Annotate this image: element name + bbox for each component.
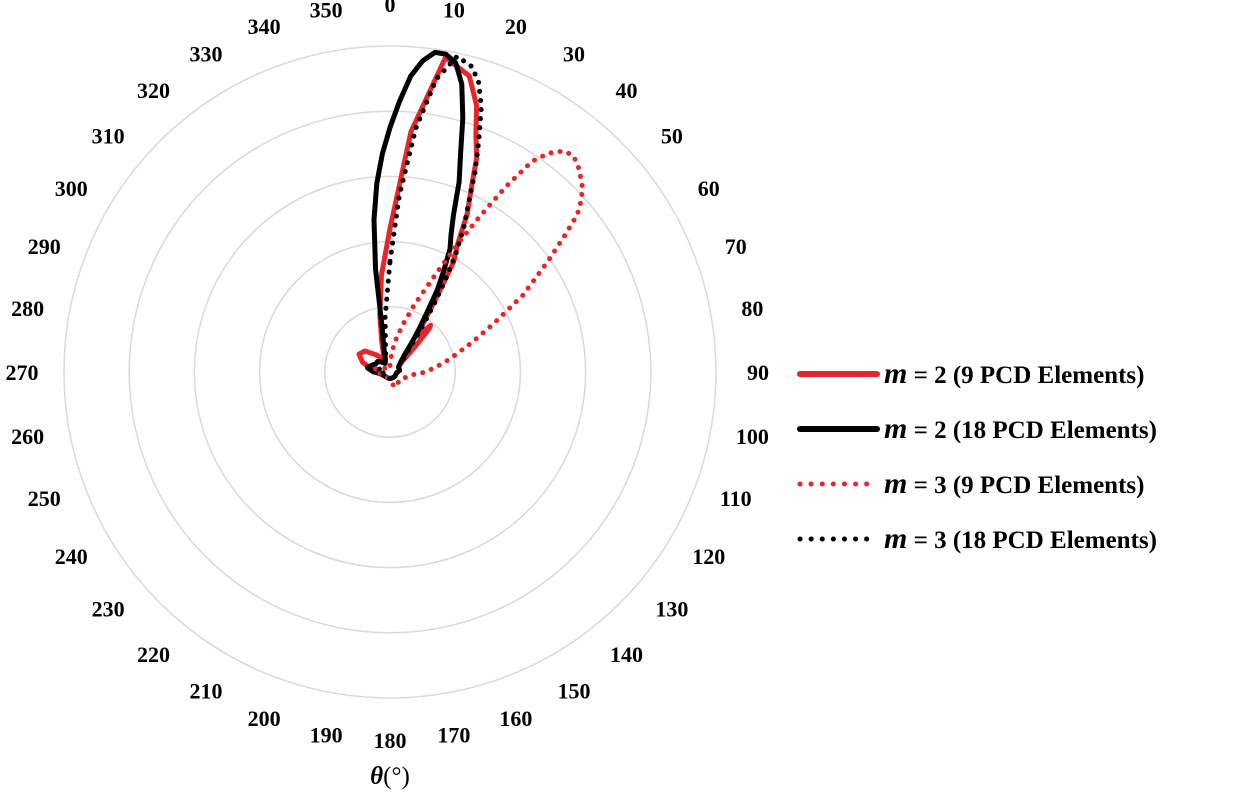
legend-symbol: m xyxy=(884,357,907,390)
legend-text: = 2 (9 PCD Elements) xyxy=(907,362,1144,389)
gridline-circle-4 xyxy=(128,110,652,634)
gridline-circle-3 xyxy=(193,175,587,569)
angle-tick-label: 290 xyxy=(28,234,61,259)
angle-tick-label: 40 xyxy=(616,78,638,103)
gridline-circle-1 xyxy=(324,306,456,438)
legend-text: = 2 (18 PCD Elements) xyxy=(907,417,1157,444)
angle-tick-label: 330 xyxy=(190,41,223,66)
angle-tick-label: 240 xyxy=(55,544,88,569)
angle-tick-label: 0 xyxy=(385,0,396,17)
angle-tick-label: 120 xyxy=(692,544,725,569)
legend-text: = 3 (18 PCD Elements) xyxy=(907,527,1157,554)
legend: m = 2 (9 PCD Elements)m = 2 (18 PCD Elem… xyxy=(797,357,1157,555)
angle-tick-label: 10 xyxy=(443,0,465,23)
angle-tick-label: 280 xyxy=(11,296,44,321)
angle-tick-label: 20 xyxy=(505,14,527,39)
series-line-2 xyxy=(365,49,466,381)
angle-tick-label: 50 xyxy=(661,124,683,149)
gridline-circle-5 xyxy=(63,45,717,699)
angle-tick-label: 250 xyxy=(28,486,61,511)
legend-label-4: m = 3 (18 PCD Elements) xyxy=(884,522,1157,555)
angle-tick-label: 130 xyxy=(655,597,688,622)
angle-tick-label: 70 xyxy=(725,234,747,259)
angle-tick-label: 60 xyxy=(698,176,720,201)
angle-tick-label: 160 xyxy=(499,706,532,731)
legend-symbol: m xyxy=(884,467,907,500)
angle-tick-label: 190 xyxy=(310,722,343,747)
angle-tick-label: 320 xyxy=(137,78,170,103)
legend-label-3: m = 3 (9 PCD Elements) xyxy=(884,467,1144,500)
radial-gridlines xyxy=(63,45,717,699)
angle-tick-label: 230 xyxy=(92,597,125,622)
axis-title-symbol: θ xyxy=(370,763,383,790)
legend-text: = 3 (9 PCD Elements) xyxy=(907,472,1144,499)
angle-tick-label: 270 xyxy=(6,360,39,385)
angle-tick-label: 200 xyxy=(248,706,281,731)
angle-tick-label: 340 xyxy=(248,14,281,39)
legend-symbol: m xyxy=(884,412,907,445)
angle-tick-label: 90 xyxy=(747,360,769,385)
angle-tick-label: 310 xyxy=(92,124,125,149)
angle-tick-label: 150 xyxy=(558,679,591,704)
angle-tick-label: 170 xyxy=(437,722,470,747)
angular-tick-labels: 0 10 20 30 40 50 60 70 80 90 100 110 120 130 140 150 160… xyxy=(6,0,770,753)
angle-tick-label: 350 xyxy=(310,0,343,23)
angle-tick-label: 220 xyxy=(137,642,170,667)
angle-tick-label: 180 xyxy=(374,728,407,753)
legend-symbol: m xyxy=(884,522,907,555)
series-line-4 xyxy=(374,53,484,381)
angle-tick-label: 80 xyxy=(741,296,763,321)
angular-axis-title: θ(°) xyxy=(370,763,410,790)
series-layer xyxy=(356,49,585,390)
angle-tick-label: 100 xyxy=(736,424,769,449)
angle-tick-label: 140 xyxy=(610,642,643,667)
angle-tick-label: 110 xyxy=(720,486,752,511)
legend-label-1: m = 2 (9 PCD Elements) xyxy=(884,357,1144,390)
angle-tick-label: 210 xyxy=(190,679,223,704)
legend-label-2: m = 2 (18 PCD Elements) xyxy=(884,412,1157,445)
axis-title-unit: (°) xyxy=(383,763,410,790)
angle-tick-label: 30 xyxy=(563,41,585,66)
angle-tick-label: 300 xyxy=(55,176,88,201)
angle-tick-label: 260 xyxy=(11,424,44,449)
